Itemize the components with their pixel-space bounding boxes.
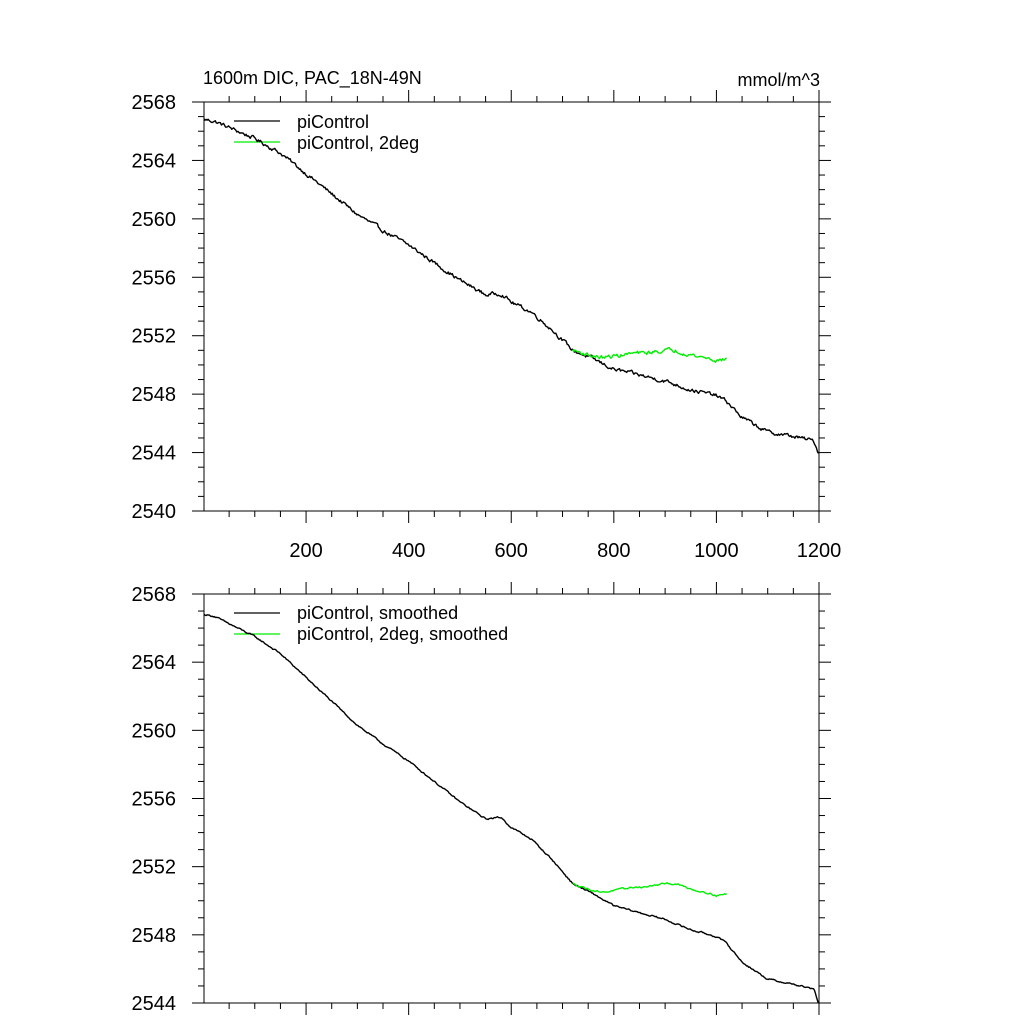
series-line-picontrol <box>204 118 819 454</box>
y-tick-label: 2540 <box>132 501 177 523</box>
x-tick-label: 400 <box>392 540 425 562</box>
plot-frame <box>203 593 820 1004</box>
y-tick-label: 2568 <box>132 92 177 114</box>
x-tick-label: 1000 <box>694 540 739 562</box>
x-tick-label: 200 <box>289 540 322 562</box>
y-tick-label: 2552 <box>132 326 177 348</box>
y-tick-label: 2548 <box>132 384 177 406</box>
legend-label-piControl-2deg-smoothed: piControl, 2deg, smoothed <box>297 624 508 644</box>
bottom-panel: piControl, smoothed piControl, 2deg, smo… <box>132 582 831 1015</box>
bottom-panel-legend: piControl, smoothed piControl, 2deg, smo… <box>234 603 508 644</box>
y-tick-label: 2560 <box>132 720 177 742</box>
y-tick-label: 2556 <box>132 789 177 811</box>
top-panel-units: mmol/m^3 <box>738 70 820 90</box>
y-tick-label: 2564 <box>132 652 177 674</box>
legend-label-piControl-smoothed: piControl, smoothed <box>297 603 458 623</box>
series-line-picontrol-2deg <box>572 346 728 363</box>
series-line-picontrol-smoothed <box>204 613 819 1003</box>
y-tick-label: 2544 <box>132 443 177 465</box>
legend-label-piControl: piControl <box>297 112 369 132</box>
legend-label-piControl-2deg: piControl, 2deg <box>297 133 419 153</box>
plot-frame <box>203 101 820 512</box>
top-panel-title: 1600m DIC, PAC_18N-49N <box>203 68 422 89</box>
plot-lines <box>204 118 819 454</box>
y-tick-label: 2548 <box>132 925 177 947</box>
series-line-picontrol-2deg-smoothed <box>572 882 727 898</box>
top-panel: 1600m DIC, PAC_18N-49N mmol/m^3 piContro… <box>132 68 842 562</box>
y-tick-label: 2564 <box>132 150 177 172</box>
x-tick-label: 1200 <box>797 540 842 562</box>
x-tick-label: 800 <box>597 540 630 562</box>
x-tick-label: 600 <box>495 540 528 562</box>
y-tick-label: 2544 <box>132 993 177 1015</box>
top-panel-legend: piControl piControl, 2deg <box>234 112 419 153</box>
plot-lines <box>204 613 819 1003</box>
y-tick-label: 2556 <box>132 267 177 289</box>
y-tick-label: 2552 <box>132 857 177 879</box>
y-tick-label: 2560 <box>132 209 177 231</box>
y-tick-label: 2568 <box>132 584 177 606</box>
